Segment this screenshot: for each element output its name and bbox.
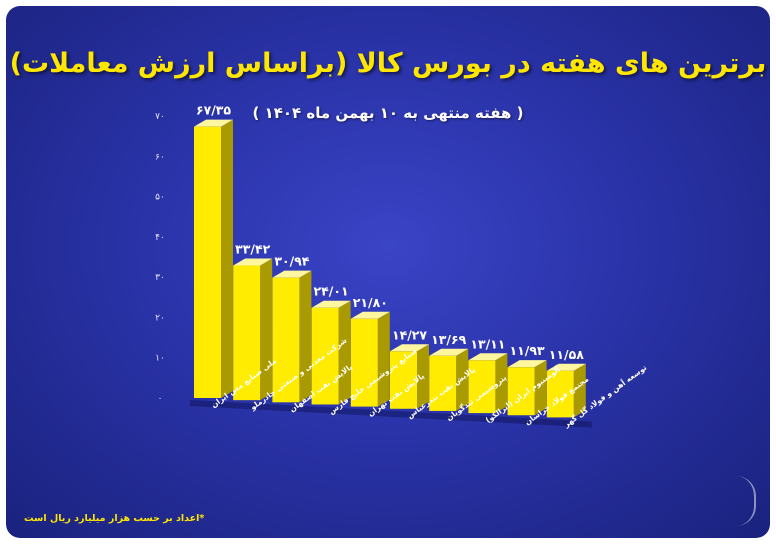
bar-top bbox=[468, 353, 508, 361]
value-label: ۲۴/۰۱ bbox=[314, 284, 349, 299]
y-tick-label: ۷۰ bbox=[155, 112, 165, 122]
bar-front bbox=[350, 318, 378, 407]
value-label: ۱۱/۵۸ bbox=[549, 347, 584, 362]
bar-top bbox=[194, 119, 233, 127]
bar bbox=[194, 119, 233, 398]
bar-front bbox=[233, 265, 261, 401]
bar bbox=[429, 348, 469, 411]
bar-top bbox=[507, 360, 547, 368]
bar bbox=[390, 344, 429, 409]
y-tick-label: ۳۰ bbox=[155, 273, 165, 283]
bar-top bbox=[233, 258, 273, 266]
bar-side bbox=[456, 348, 469, 411]
value-label: ۶۷/۳۵ bbox=[196, 103, 231, 118]
y-tick-label: ۲۰ bbox=[155, 313, 165, 323]
bar-top bbox=[272, 270, 312, 278]
bar-top bbox=[429, 348, 469, 356]
y-tick-label: ۰ bbox=[158, 394, 163, 404]
bars bbox=[194, 119, 586, 418]
bar-side bbox=[573, 363, 586, 418]
bar bbox=[350, 311, 390, 407]
bar-front bbox=[390, 351, 417, 409]
chart-subtitle: ( هفته منتهی به ۱۰ بهمن ماه ۱۴۰۴ ) bbox=[252, 104, 524, 122]
y-axis: ۰ ۱۰ ۲۰ ۳۰ ۴۰ ۵۰ ۶۰ ۷۰ bbox=[155, 112, 592, 428]
value-label: ۱۴/۲۷ bbox=[392, 327, 427, 342]
bar bbox=[311, 300, 351, 405]
bar bbox=[468, 353, 508, 414]
y-tick-label: ۱۰ bbox=[155, 354, 165, 364]
chart-card: برترین های هفته در بورس کالا (براساس ارز… bbox=[6, 6, 770, 538]
bar-side bbox=[417, 344, 429, 409]
y-tick-label: ۴۰ bbox=[155, 233, 165, 243]
bar-side bbox=[534, 360, 547, 416]
bar-top bbox=[350, 311, 390, 319]
bar-front bbox=[272, 277, 300, 403]
bar-front bbox=[194, 126, 221, 398]
bar-side bbox=[260, 258, 273, 401]
bar-side bbox=[221, 119, 233, 398]
value-label: ۱۳/۶۹ bbox=[431, 332, 466, 347]
bar-top bbox=[390, 344, 429, 352]
bar-top bbox=[546, 363, 586, 371]
bar-front bbox=[468, 360, 496, 414]
value-label: ۱۱/۹۳ bbox=[510, 343, 545, 358]
bar-side bbox=[338, 300, 351, 405]
value-label: ۳۰/۹۴ bbox=[274, 254, 309, 269]
bar-side bbox=[377, 311, 390, 407]
bar-front bbox=[507, 367, 535, 416]
value-label: ۳۳/۴۲ bbox=[235, 242, 270, 257]
bar-front bbox=[546, 370, 574, 418]
bar bbox=[546, 363, 586, 418]
units-note: *اعداد بر حسب هزار میلیارد ریال است bbox=[24, 513, 205, 524]
bar-front bbox=[429, 355, 457, 411]
chart-title: برترین های هفته در بورس کالا (براساس ارز… bbox=[9, 48, 767, 79]
value-label: ۱۳/۱۱ bbox=[470, 336, 505, 351]
bar bbox=[507, 360, 547, 416]
bar-side bbox=[495, 353, 508, 414]
floor-shadow bbox=[190, 400, 592, 428]
bar-front bbox=[311, 307, 339, 405]
bar-top bbox=[311, 300, 351, 308]
value-label: ۲۱/۸۰ bbox=[353, 295, 388, 310]
bar-side bbox=[299, 270, 312, 403]
y-tick-label: ۵۰ bbox=[155, 193, 165, 203]
decorative-swoosh-icon bbox=[736, 476, 756, 526]
bar bbox=[233, 258, 273, 401]
y-tick-label: ۶۰ bbox=[155, 152, 165, 162]
bar bbox=[272, 270, 312, 403]
